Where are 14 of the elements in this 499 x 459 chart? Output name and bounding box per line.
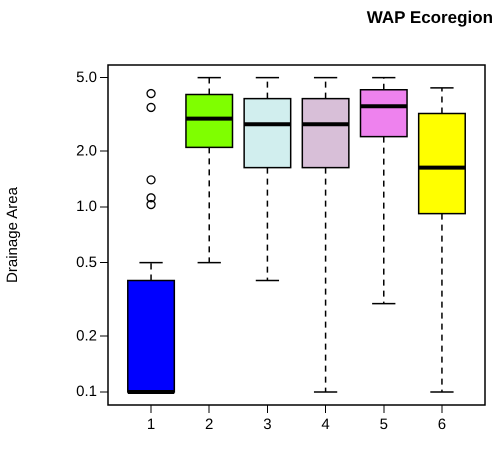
chart-title: WAP Ecoregion	[366, 8, 493, 28]
y-tick-label: 5.0	[76, 68, 97, 86]
y-tick-label: 0.5	[76, 254, 97, 271]
x-tick-label: 3	[263, 416, 272, 434]
x-tick-label: 4	[321, 416, 330, 434]
x-tick-label: 2	[205, 416, 214, 434]
y-axis-title: Drainage Area	[4, 186, 22, 283]
y-tick-label: 0.1	[76, 383, 97, 400]
x-tick-label: 1	[146, 416, 156, 434]
y-tick-label: 2.0	[76, 142, 97, 160]
x-tick-label: 6	[438, 416, 446, 434]
x-tick-label: 5	[380, 416, 388, 434]
y-tick-label: 0.2	[76, 327, 97, 344]
y-tick-label: 1.0	[76, 198, 97, 216]
